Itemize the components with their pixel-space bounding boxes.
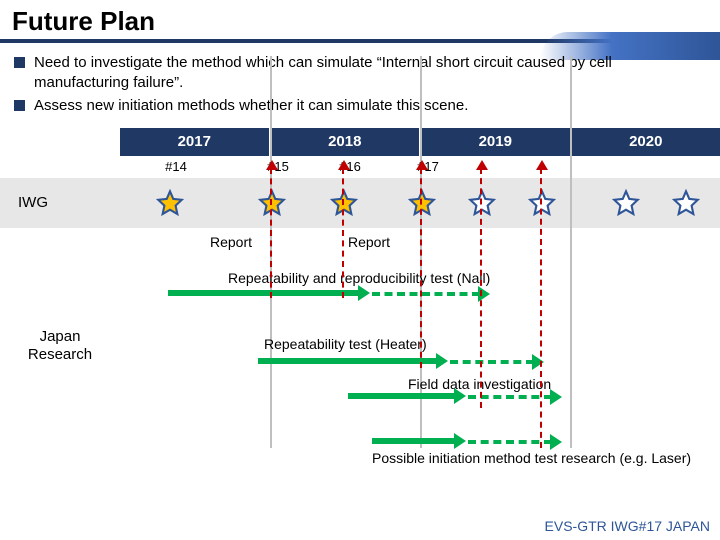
bullet-list: Need to investigate the method which can… bbox=[0, 43, 720, 124]
year-header: 2017 2018 2019 2020 bbox=[0, 128, 720, 156]
meeting-star-icon bbox=[612, 189, 640, 217]
meeting-label: #17 bbox=[408, 156, 448, 178]
heater-label: Repeatability test (Heater) bbox=[264, 336, 427, 352]
report-link-arrow bbox=[480, 168, 482, 408]
report-label: Report bbox=[210, 234, 252, 250]
row-label-iwg: IWG bbox=[0, 194, 120, 211]
report-link-arrow bbox=[270, 168, 272, 298]
meeting-label: #14 bbox=[156, 156, 196, 178]
year-2017: 2017 bbox=[120, 128, 271, 156]
field-arrow bbox=[348, 393, 456, 399]
row-label-japan: JapanResearch bbox=[0, 328, 120, 364]
meeting-star-icon bbox=[468, 189, 496, 217]
report-link-arrow bbox=[342, 168, 344, 298]
year-2018: 2018 bbox=[271, 128, 422, 156]
meeting-star-icon bbox=[408, 189, 436, 217]
meeting-header: #14 #15 #16 #17 bbox=[0, 156, 720, 178]
title-bar: Future Plan bbox=[0, 0, 720, 43]
nail-label: Repeatability and reproducibility test (… bbox=[228, 270, 490, 286]
heater-dashed-arrow bbox=[450, 360, 534, 364]
footer: EVS-GTR IWG#17 JAPAN bbox=[545, 518, 710, 534]
chart-area: JapanResearch ReportReportRepeatability … bbox=[120, 228, 720, 498]
meeting-label: #16 bbox=[330, 156, 370, 178]
bullet-item: Need to investigate the method which can… bbox=[14, 53, 706, 94]
iwg-row: IWG bbox=[0, 178, 720, 228]
nail-arrow bbox=[168, 290, 360, 296]
meeting-star-icon bbox=[258, 189, 286, 217]
meeting-star-icon bbox=[672, 189, 700, 217]
nail-dashed-arrow bbox=[372, 292, 480, 296]
meeting-star-icon bbox=[330, 189, 358, 217]
report-label: Report bbox=[348, 234, 390, 250]
laser-label: Possible initiation method test research… bbox=[372, 450, 691, 466]
report-link-arrow bbox=[420, 168, 422, 368]
heater-arrow bbox=[258, 358, 438, 364]
meeting-star-icon bbox=[528, 189, 556, 217]
bullet-item: Assess new initiation methods whether it… bbox=[14, 96, 706, 116]
meeting-label: #15 bbox=[258, 156, 298, 178]
meeting-star-icon bbox=[156, 189, 184, 217]
year-2019: 2019 bbox=[421, 128, 572, 156]
report-link-arrow bbox=[540, 168, 542, 448]
timeline: 2017 2018 2019 2020 #14 #15 #16 #17 IWG Jap… bbox=[0, 128, 720, 508]
laser-arrow bbox=[372, 438, 456, 444]
year-2020: 2020 bbox=[572, 128, 720, 156]
